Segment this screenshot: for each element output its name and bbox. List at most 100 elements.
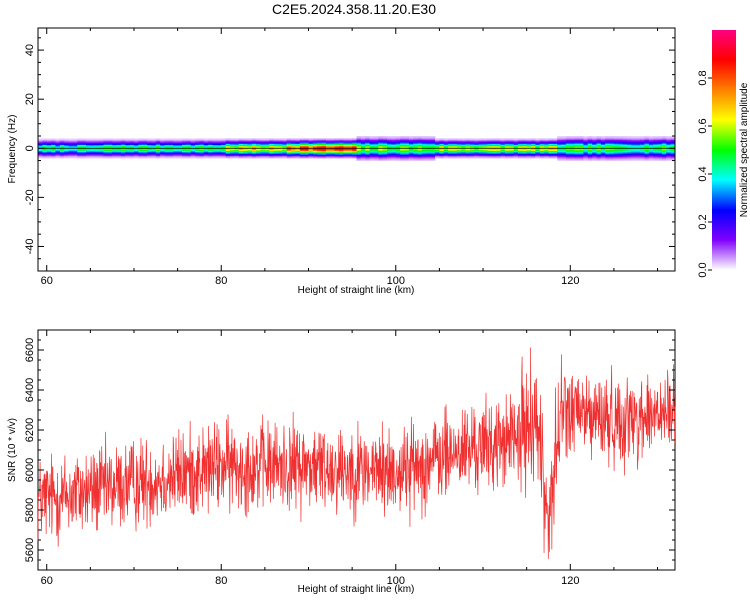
heatmap-cell [68, 150, 74, 153]
heatmap-cell [77, 155, 83, 158]
heatmap-cell [373, 151, 379, 154]
heatmap-cell [448, 143, 453, 145]
heatmap-cell [173, 144, 179, 147]
heatmap-cell [526, 140, 532, 143]
heatmap-cell [517, 139, 523, 142]
heatmap-cell [85, 139, 91, 142]
heatmap-cell [173, 142, 179, 144]
heatmap-cell [229, 149, 235, 152]
heatmap-cell [461, 150, 466, 153]
heatmap-cell [644, 159, 650, 161]
heatmap-cell [208, 149, 213, 152]
heatmap-cell [42, 138, 48, 141]
heatmap-cell [164, 154, 170, 157]
heatmap-cell [596, 140, 602, 143]
heatmap-cell [234, 150, 240, 153]
heatmap-cell [339, 147, 344, 149]
heatmap-cell [548, 144, 554, 147]
heatmap-cell [491, 147, 497, 149]
heatmap-cell [330, 143, 336, 145]
heatmap-cell [107, 138, 113, 141]
heatmap-cell [94, 142, 100, 144]
heatmap-cell [400, 137, 405, 139]
heatmap-cell [120, 156, 126, 159]
heatmap-cell [640, 156, 645, 159]
heatmap-cell [373, 143, 379, 145]
heatmap-cell [317, 144, 322, 147]
heatmap-cell [404, 142, 410, 144]
heatmap-cell [334, 151, 340, 154]
heatmap-cell [408, 151, 414, 154]
heatmap-cell [168, 142, 174, 144]
heatmap-cell [147, 149, 152, 152]
heatmap-cell [378, 155, 384, 158]
heatmap-cell [670, 150, 676, 153]
heatmap-cell [579, 136, 584, 138]
heatmap-cell [640, 147, 645, 149]
heatmap-cell [286, 151, 292, 154]
heatmap-cell [94, 147, 100, 149]
heatmap-cell [500, 148, 506, 150]
heatmap-cell [155, 155, 161, 158]
heatmap-cell [369, 144, 375, 147]
heatmap-cell [587, 155, 593, 158]
heatmap-cell [421, 147, 427, 149]
heatmap-cell [413, 147, 418, 149]
heatmap-cell [304, 148, 309, 150]
heatmap-cell [618, 143, 624, 145]
heatmap-cell [400, 136, 405, 138]
heatmap-cell [64, 145, 69, 148]
heatmap-cell [522, 147, 528, 149]
heatmap-cell [99, 153, 104, 155]
heatmap-cell [382, 154, 388, 157]
heatmap-cell [199, 150, 205, 153]
heatmap-cell [496, 155, 501, 158]
heatmap-cell [448, 144, 453, 147]
heatmap-cell [339, 154, 344, 157]
heatmap-cell [657, 143, 663, 145]
heatmap-cell [55, 143, 61, 145]
heatmap-cell [452, 150, 458, 153]
heatmap-cell [487, 153, 493, 155]
heatmap-cell [561, 145, 567, 148]
heatmap-cell [622, 136, 628, 138]
heatmap-cell [317, 148, 322, 150]
heatmap-cell [491, 149, 497, 152]
heatmap-cell [177, 147, 183, 149]
heatmap-cell [190, 142, 196, 144]
heatmap-cell [325, 139, 331, 142]
heatmap-cell [116, 140, 122, 143]
heatmap-cell [190, 144, 196, 147]
x-tick-label: 120 [561, 275, 579, 287]
heatmap-cell [526, 150, 532, 153]
heatmap-cell [430, 137, 436, 139]
heatmap-cell [299, 153, 305, 155]
heatmap-cell [500, 154, 506, 157]
heatmap-cell [478, 154, 484, 157]
heatmap-cell [151, 145, 157, 148]
heatmap-cell [46, 151, 52, 154]
heatmap-cell [142, 140, 148, 143]
heatmap-cell [544, 155, 549, 158]
heatmap-cell [190, 151, 196, 154]
heatmap-cell [443, 154, 449, 157]
heatmap-cell [59, 153, 65, 155]
heatmap-cell [382, 137, 388, 139]
heatmap-cell [164, 155, 170, 158]
heatmap-cell [243, 138, 248, 141]
heatmap-cell [439, 156, 445, 159]
heatmap-cell [413, 148, 418, 150]
heatmap-cell [347, 154, 353, 157]
snr-y-axis-label: SNR (10 * v/v) [7, 418, 18, 482]
heatmap-cell [574, 148, 580, 150]
heatmap-cell [203, 148, 209, 150]
heatmap-cell [330, 150, 336, 153]
heatmap-cell [352, 154, 357, 157]
heatmap-cell [199, 151, 205, 154]
heatmap-cell [456, 149, 462, 152]
heatmap-cell [583, 147, 589, 149]
heatmap-cell [387, 155, 392, 158]
heatmap-cell [435, 150, 440, 153]
heatmap-cell [448, 140, 453, 143]
heatmap-cell [587, 144, 593, 147]
